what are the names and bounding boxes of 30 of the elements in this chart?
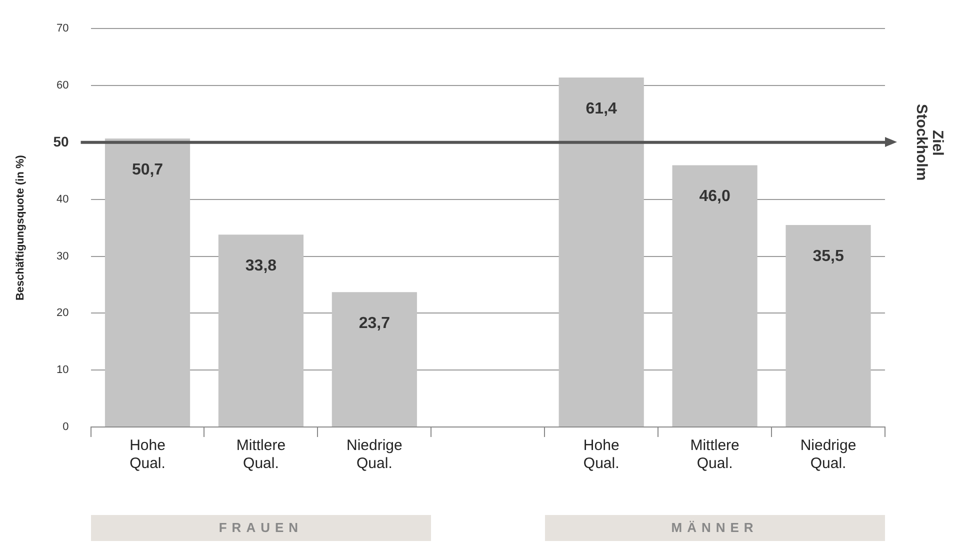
x-tick-label: Niedrige Qual. xyxy=(800,437,856,472)
ref-line-label: Ziel Stockholm xyxy=(912,103,946,182)
x-tick-label: Hohe Qual. xyxy=(583,437,620,472)
data-label: 50,7 xyxy=(132,161,164,178)
y-tick-label: 0 xyxy=(62,421,69,434)
data-label: 61,4 xyxy=(586,100,618,118)
y-tick-label: 20 xyxy=(56,307,69,320)
y-tick-label: 70 xyxy=(56,22,69,35)
text: MÄNNER xyxy=(544,515,885,541)
bar xyxy=(786,224,871,426)
text: FRAUEN xyxy=(90,515,432,541)
y-tick-label: 50 xyxy=(53,133,69,150)
bar xyxy=(672,165,758,426)
bar xyxy=(218,234,304,426)
bar xyxy=(104,138,190,426)
data-label: 33,8 xyxy=(245,258,277,275)
data-label: 23,7 xyxy=(358,315,390,332)
y-tick-label: 40 xyxy=(56,193,69,206)
x-tick-label: Mittlere Qual. xyxy=(690,437,740,472)
bar xyxy=(558,78,644,426)
y-tick-label: 10 xyxy=(56,364,69,376)
bar xyxy=(332,292,417,426)
x-tick-label: Niedrige Qual. xyxy=(346,437,402,472)
x-tick-label: Hohe Qual. xyxy=(130,437,166,472)
y-axis-title: Beschäftigungsquote (in %) xyxy=(14,154,27,301)
y-tick-label: 60 xyxy=(56,80,69,92)
y-tick-label: 30 xyxy=(56,250,69,262)
data-label: 46,0 xyxy=(699,188,730,206)
x-tick-label: Mittlere Qual. xyxy=(236,437,286,472)
data-label: 35,5 xyxy=(812,248,844,265)
